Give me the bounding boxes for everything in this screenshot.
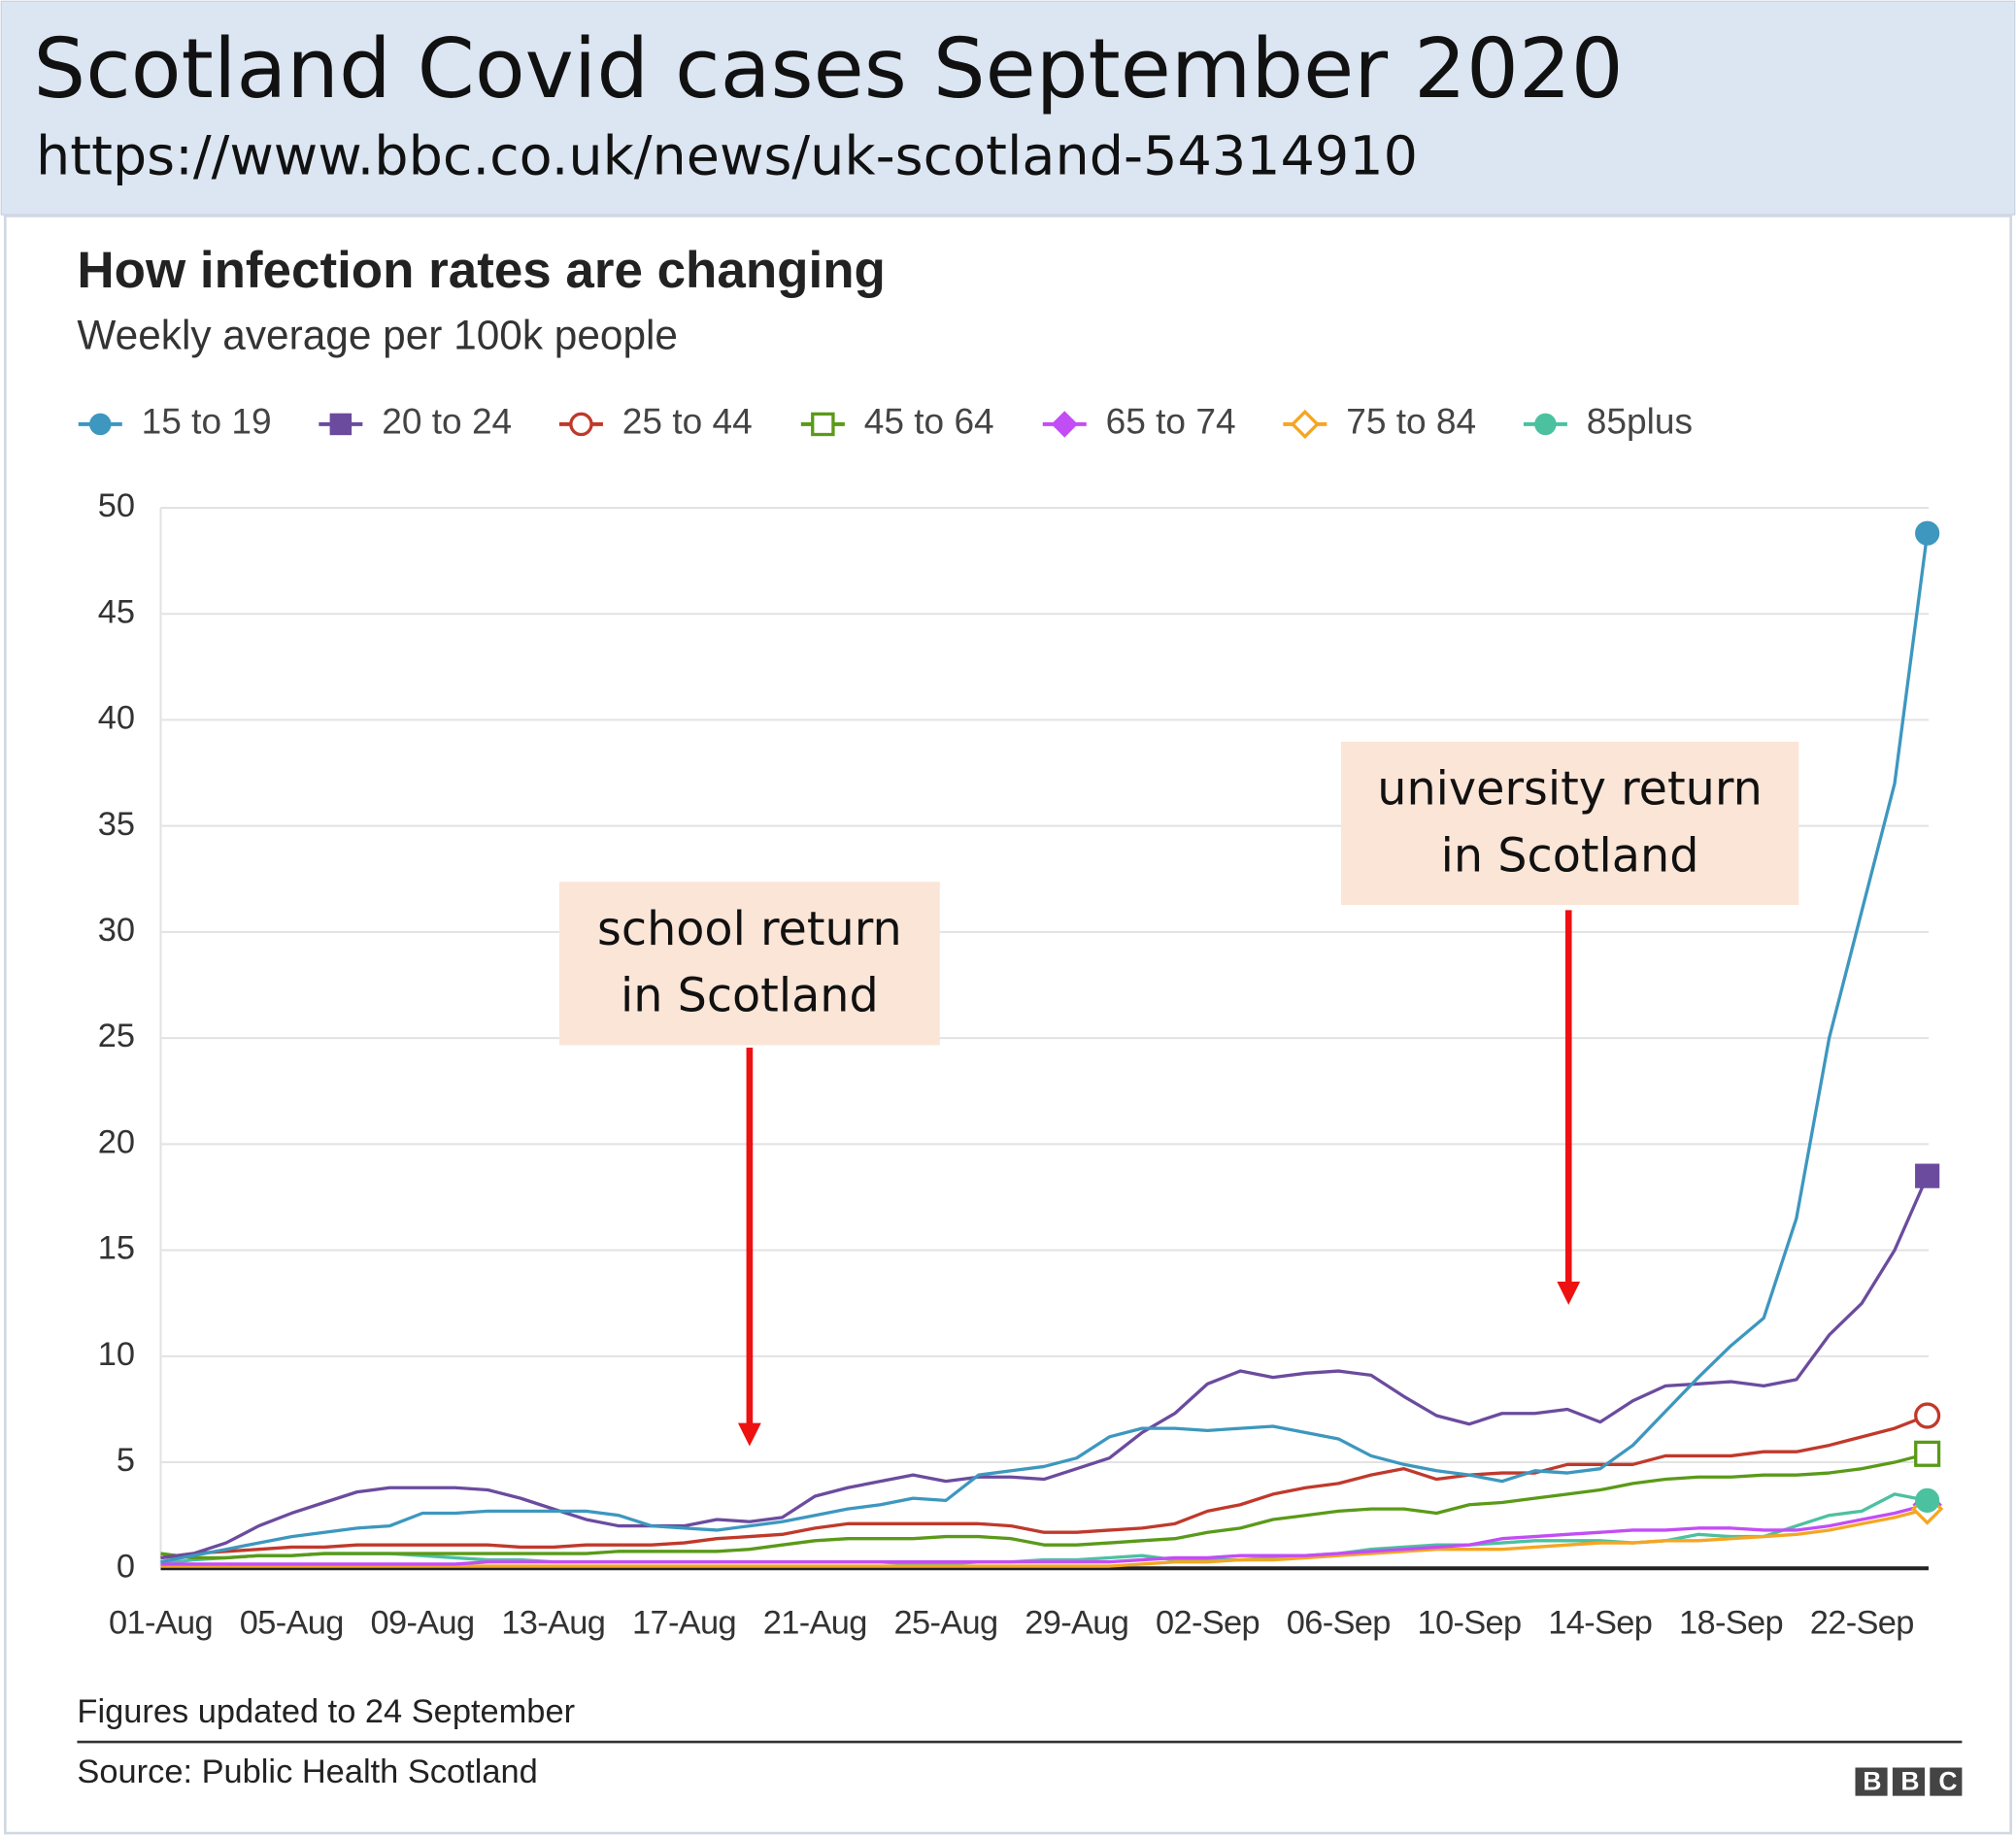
x-tick-label: 05-Aug bbox=[240, 1605, 344, 1642]
marker bbox=[811, 412, 835, 437]
x-tick-label: 02-Sep bbox=[1156, 1605, 1260, 1642]
series-line bbox=[160, 532, 1930, 1564]
bbc-logo: BBC bbox=[1855, 1766, 1976, 1796]
x-tick-label: 09-Aug bbox=[371, 1605, 475, 1642]
x-tick-label: 18-Sep bbox=[1679, 1605, 1783, 1642]
x-tick-label: 06-Sep bbox=[1287, 1605, 1391, 1642]
series-line bbox=[160, 1175, 1930, 1560]
annotation-text: school return bbox=[597, 903, 902, 956]
y-tick-label: 5 bbox=[117, 1442, 135, 1479]
legend-label: 65 to 74 bbox=[1106, 401, 1236, 442]
marker bbox=[1915, 520, 1940, 546]
y-tick-label: 10 bbox=[98, 1336, 135, 1373]
legend-label: 45 to 64 bbox=[864, 401, 994, 442]
legend-label: 15 to 19 bbox=[142, 401, 272, 442]
chart-title: How infection rates are changing bbox=[77, 242, 885, 299]
annotation-box bbox=[558, 882, 940, 1046]
series-line bbox=[160, 1507, 1929, 1568]
marker bbox=[1534, 413, 1557, 436]
y-tick-label: 0 bbox=[117, 1548, 135, 1585]
marker bbox=[1290, 409, 1320, 439]
x-tick-label: 29-Aug bbox=[1025, 1605, 1128, 1642]
x-tick-label: 17-Aug bbox=[632, 1605, 736, 1642]
header-band bbox=[0, 0, 2016, 216]
arrow-head bbox=[737, 1422, 761, 1447]
legend-label: 85plus bbox=[1587, 401, 1693, 442]
logo-text: BBC bbox=[1863, 1766, 1976, 1795]
x-tick-label: 13-Aug bbox=[501, 1605, 605, 1642]
y-tick-label: 50 bbox=[98, 487, 135, 524]
logo-box bbox=[1892, 1767, 1925, 1796]
marker bbox=[329, 413, 353, 436]
y-tick-label: 45 bbox=[98, 593, 135, 630]
legend-label: 25 to 44 bbox=[622, 401, 753, 442]
y-tick-label: 15 bbox=[98, 1230, 135, 1267]
page-url: https://www.bbc.co.uk/news/uk-scotland-5… bbox=[36, 124, 1418, 187]
x-tick-label: 25-Aug bbox=[894, 1605, 998, 1642]
x-tick-label: 10-Sep bbox=[1418, 1605, 1522, 1642]
annotation-text: in Scotland bbox=[621, 970, 879, 1023]
legend-label: 20 to 24 bbox=[382, 401, 512, 442]
chart-subtitle: Weekly average per 100k people bbox=[77, 312, 678, 357]
source: Source: Public Health Scotland bbox=[77, 1754, 537, 1790]
marker bbox=[1915, 1163, 1940, 1188]
x-tick-label: 21-Aug bbox=[763, 1605, 867, 1642]
marker bbox=[1051, 411, 1078, 438]
y-tick-label: 40 bbox=[98, 700, 135, 737]
marker bbox=[89, 413, 112, 436]
series-line bbox=[160, 1414, 1929, 1560]
x-tick-label: 22-Sep bbox=[1810, 1605, 1914, 1642]
marker bbox=[1915, 1487, 1940, 1513]
y-tick-label: 20 bbox=[98, 1123, 135, 1160]
legend-label: 75 to 84 bbox=[1346, 401, 1476, 442]
y-tick-label: 35 bbox=[98, 806, 135, 843]
annotation-text: in Scotland bbox=[1441, 829, 1699, 883]
annotation-text: university return bbox=[1377, 763, 1763, 817]
note: Figures updated to 24 September bbox=[77, 1693, 575, 1730]
y-tick-label: 30 bbox=[98, 912, 135, 949]
page-title: Scotland Covid cases September 2020 bbox=[33, 20, 1623, 117]
marker bbox=[569, 412, 593, 437]
marker bbox=[1914, 1440, 1941, 1467]
chart-panel bbox=[3, 215, 2013, 1835]
x-tick-label: 01-Aug bbox=[109, 1605, 213, 1642]
series-line bbox=[160, 1452, 1929, 1560]
y-tick-label: 25 bbox=[98, 1018, 135, 1054]
logo-box bbox=[1855, 1767, 1888, 1796]
series-line bbox=[160, 1503, 1929, 1566]
marker bbox=[1914, 1402, 1941, 1429]
arrow-head bbox=[1557, 1282, 1581, 1305]
x-tick-label: 14-Sep bbox=[1548, 1605, 1652, 1642]
annotation-box bbox=[1340, 741, 1799, 906]
logo-box bbox=[1930, 1767, 1963, 1796]
